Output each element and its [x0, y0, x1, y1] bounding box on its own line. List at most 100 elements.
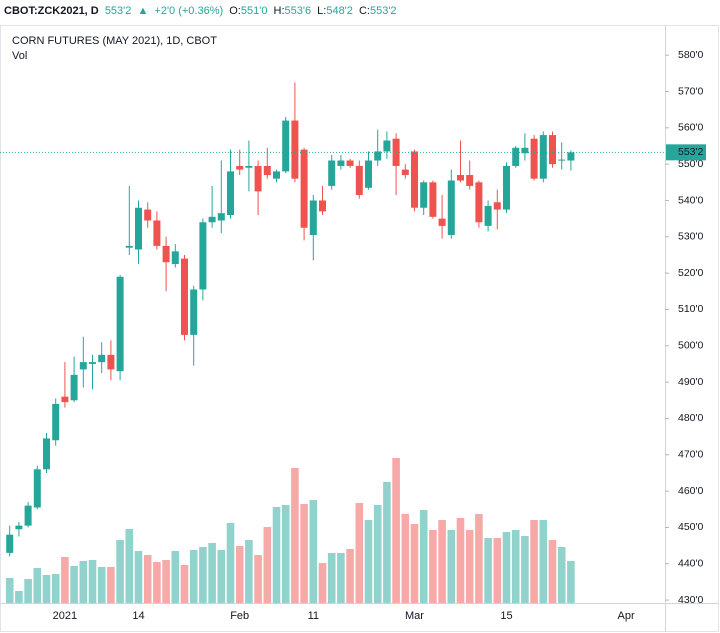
volume-bar [327, 553, 336, 603]
volume-bar [162, 560, 170, 603]
header: CBOT:ZCK2021, D 553'2 ▲ +2'0 (+0.36%) O:… [4, 5, 400, 17]
candle-body [567, 152, 575, 161]
h-label: H: [273, 5, 285, 17]
volume-bar [309, 500, 318, 603]
x-tick-label: 2021 [53, 610, 77, 622]
volume-bar [189, 550, 198, 603]
o: 551'0 [240, 5, 268, 17]
volume-bar [245, 540, 253, 603]
candle-body [24, 505, 32, 526]
volume-bar [300, 504, 308, 603]
volume-bar [530, 520, 538, 603]
y-tick-label: 460'0 [678, 485, 704, 497]
y-tick-label: 480'0 [678, 412, 704, 424]
candle-body [153, 220, 161, 246]
volume-bar [429, 530, 437, 603]
y-tick-label: 490'0 [678, 376, 704, 388]
candle-body [227, 171, 234, 216]
candle-body [144, 209, 152, 221]
candle-body [346, 160, 354, 166]
candle-body [539, 135, 547, 179]
volume-bar [438, 520, 446, 603]
symbol: CBOT:ZCK2021, D [4, 5, 99, 17]
candle-body [33, 469, 41, 508]
volume-bar [373, 505, 382, 603]
candle-body [181, 258, 188, 335]
x-tick-label: Mar [405, 610, 424, 622]
candle-body [328, 160, 336, 186]
volume-bar [272, 507, 281, 603]
volume-bar [281, 505, 290, 603]
volume-bar [143, 555, 152, 603]
volume-bar [419, 510, 428, 603]
volume-bar [254, 555, 262, 603]
l-label: L: [317, 5, 327, 17]
volume-bar [511, 530, 520, 603]
candle-body [254, 165, 262, 192]
volume-bar [410, 524, 419, 603]
volume-bar [70, 566, 78, 603]
candle-body [457, 175, 464, 181]
y-tick-label: 520'0 [678, 267, 704, 279]
volume-bar [42, 575, 51, 603]
y-tick-label: 550'0 [678, 158, 704, 170]
volume-bar [539, 520, 548, 603]
y-tick-label: 510'0 [678, 303, 704, 315]
candle-body [484, 205, 492, 226]
candle-body [401, 169, 409, 176]
volume-bar [153, 562, 161, 603]
volume-bar [226, 523, 235, 603]
candle-body [125, 245, 133, 248]
x-tick-label: 11 [308, 610, 319, 622]
volume-label: Vol [12, 50, 27, 62]
y-tick-label: 430'0 [678, 594, 704, 606]
volume-bar [475, 514, 483, 603]
volume-bar [346, 549, 354, 603]
candle-body [217, 213, 225, 221]
chart-title: CORN FUTURES (MAY 2021), 1D, CBOT [12, 35, 217, 47]
candle-body [245, 165, 253, 168]
x-tick-label: 15 [500, 610, 512, 622]
candle-body [475, 182, 483, 223]
c-label: C: [358, 5, 370, 17]
candle-body [236, 165, 244, 170]
volume-bar [5, 578, 14, 603]
volume-bar [567, 561, 575, 603]
volume-bar [88, 560, 97, 603]
candle-body [208, 216, 216, 223]
y-tick-label: 500'0 [678, 340, 704, 352]
volume-bar [15, 591, 23, 603]
volume-bar [125, 529, 134, 603]
x-tick-label: 14 [132, 610, 144, 622]
candle-body [61, 396, 69, 403]
volume-bar [116, 540, 124, 603]
candle-body [447, 180, 455, 235]
candle-body [521, 147, 529, 154]
volume-bar [318, 563, 327, 603]
volume-bar [364, 520, 373, 603]
volume-bar [263, 527, 272, 603]
h: 553'6 [284, 5, 312, 17]
last-price-label: 553'2 [678, 146, 704, 158]
volume-bar [24, 579, 32, 603]
y-tick-label: 470'0 [678, 449, 704, 461]
volume-bar [61, 557, 69, 603]
candle-body [43, 438, 50, 470]
candles [5, 82, 575, 603]
candle-body [438, 218, 446, 226]
candle-body [199, 222, 207, 290]
candle-body [116, 276, 124, 372]
candle-body [263, 165, 271, 176]
candle-body [6, 534, 14, 553]
candle-body [70, 374, 78, 401]
candle-body [291, 120, 299, 179]
volume-bar [79, 561, 88, 603]
volume-bar [548, 540, 557, 603]
candle-body [429, 182, 437, 217]
candle-body [549, 135, 556, 165]
volume-bar [33, 568, 42, 603]
candle-body [309, 200, 317, 235]
candle-body [79, 362, 87, 370]
volume-bar [557, 547, 566, 603]
